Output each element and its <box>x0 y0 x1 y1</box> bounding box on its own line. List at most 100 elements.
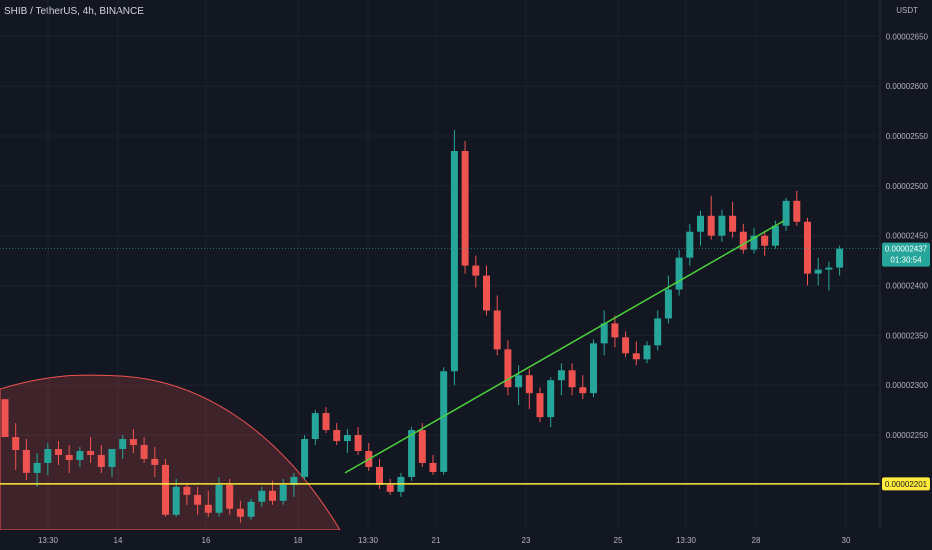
candle <box>568 363 576 396</box>
grid <box>0 0 880 530</box>
y-tick-label: 0.00002250 <box>886 431 929 440</box>
candle <box>33 452 41 487</box>
candle <box>515 365 523 406</box>
x-tick-label: 30 <box>842 536 851 545</box>
x-tick-label: 23 <box>522 536 531 545</box>
y-tick-label: 0.00002350 <box>886 331 929 340</box>
x-tick-label: 21 <box>432 536 441 545</box>
current-price-text: 0.00002437 <box>885 245 928 254</box>
candle <box>12 423 20 470</box>
candle <box>140 437 148 463</box>
candle <box>354 427 362 455</box>
candle <box>290 472 298 497</box>
candle <box>44 443 52 475</box>
candle <box>632 341 640 366</box>
candle <box>600 310 608 356</box>
candle <box>247 498 255 520</box>
candle <box>761 230 769 256</box>
candle <box>525 369 533 410</box>
candle <box>386 478 394 495</box>
candle <box>472 255 480 288</box>
current-price-badge: 0.00002437 01:30:54 <box>882 242 930 267</box>
candle <box>87 437 95 463</box>
support-price-badge: 0.00002201 <box>882 477 930 491</box>
candle <box>493 295 501 356</box>
candle <box>65 445 73 473</box>
y-tick-label: 0.00002550 <box>886 132 929 141</box>
candle <box>782 197 790 231</box>
candle <box>162 458 169 517</box>
candle <box>729 201 737 238</box>
y-tick-label: 0.00002450 <box>886 232 929 241</box>
candle <box>836 245 844 276</box>
candle <box>440 367 448 475</box>
x-tick-label: 25 <box>614 536 623 545</box>
candle <box>664 275 672 324</box>
x-tick-label: 14 <box>114 536 123 545</box>
support-price-text: 0.00002201 <box>885 480 928 489</box>
candle <box>97 445 105 473</box>
candle <box>793 190 801 226</box>
candle <box>397 472 405 497</box>
candle <box>194 486 202 515</box>
candle <box>429 454 437 475</box>
candle <box>108 448 116 477</box>
candle <box>151 446 159 477</box>
candle <box>697 210 704 246</box>
candle <box>333 423 341 446</box>
candle <box>258 486 266 507</box>
candle <box>172 478 180 517</box>
trend-line[interactable] <box>344 220 785 474</box>
candle <box>611 315 619 348</box>
candle <box>204 490 212 517</box>
candle <box>76 446 84 467</box>
y-tick-label: 0.00002650 <box>886 32 929 41</box>
candle <box>461 141 469 274</box>
candle <box>236 500 244 523</box>
candle <box>311 410 319 446</box>
candle <box>739 223 747 254</box>
candle <box>322 407 330 434</box>
x-axis[interactable]: 13:30 14 16 18 13:30 21 23 25 13:30 28 30 <box>38 536 851 545</box>
candle <box>643 341 651 364</box>
x-tick-label: 16 <box>202 536 211 545</box>
x-tick-label: 13:30 <box>358 536 379 545</box>
candle <box>301 435 309 480</box>
candle <box>450 130 458 386</box>
candle <box>686 223 694 266</box>
y-tick-label: 0.00002600 <box>886 82 929 91</box>
candle <box>55 441 62 465</box>
y-tick-label: 0.00002500 <box>886 182 929 191</box>
candle <box>579 375 587 400</box>
y-axis[interactable]: 0.00002650 0.00002600 0.00002550 0.00002500… <box>886 32 929 440</box>
candle <box>547 377 555 428</box>
candle <box>804 217 811 286</box>
candle <box>22 439 30 480</box>
candle <box>269 480 276 505</box>
x-tick-label: 13:30 <box>676 536 697 545</box>
candle <box>718 209 726 242</box>
countdown-text: 01:30:54 <box>890 256 922 265</box>
candle <box>814 257 822 286</box>
candle <box>590 339 597 398</box>
currency-label[interactable]: USDT <box>896 6 918 15</box>
x-tick-label: 18 <box>294 536 303 545</box>
candle <box>675 249 683 296</box>
candle <box>654 310 662 351</box>
candle <box>343 429 351 453</box>
candle <box>129 429 137 453</box>
candle <box>750 227 758 254</box>
x-tick-label: 13:30 <box>38 536 59 545</box>
candle <box>183 482 191 505</box>
y-tick-label: 0.00002400 <box>886 282 929 291</box>
candle <box>536 387 544 423</box>
candle <box>707 195 715 240</box>
candle <box>119 435 127 459</box>
x-tick-label: 28 <box>752 536 761 545</box>
candle <box>365 443 373 471</box>
candle <box>226 478 234 515</box>
chart-title: SHIB / TetherUS, 4h, BINANCE <box>4 6 144 17</box>
candle <box>418 423 426 467</box>
